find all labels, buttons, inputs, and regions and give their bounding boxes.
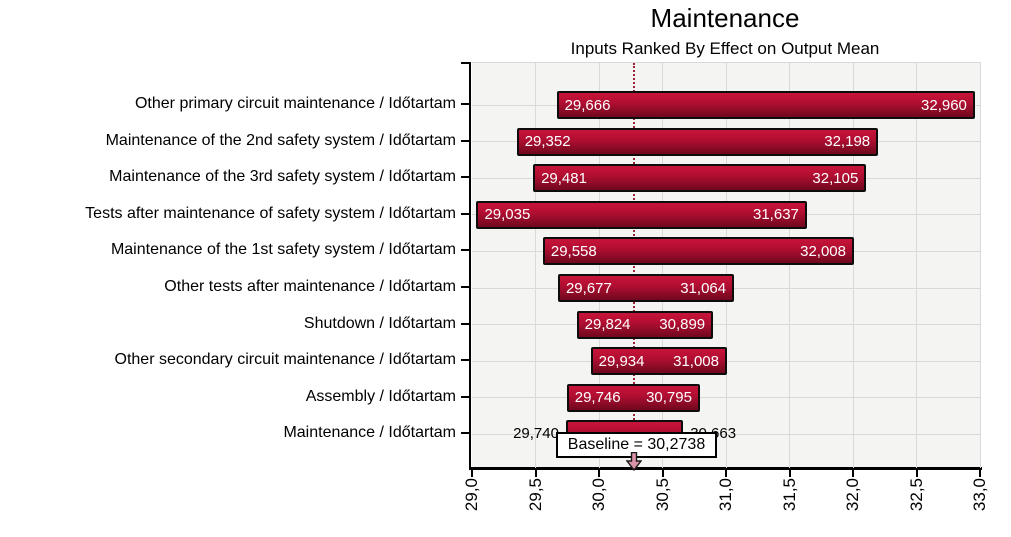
y-axis-tick	[461, 249, 469, 252]
x-axis-line	[469, 467, 982, 470]
bar-low-value: 29,824	[584, 316, 631, 334]
bar-high-value: 31,008	[673, 352, 719, 370]
x-axis-tick	[915, 470, 918, 477]
x-axis-tick	[725, 470, 727, 477]
y-axis-tick	[461, 359, 469, 362]
bar-high-value: 32,960	[921, 96, 967, 114]
tornado-bar: 29,677 31,064	[557, 274, 735, 302]
y-axis-tick	[461, 62, 469, 64]
bar-low-value: 29,481	[541, 169, 587, 187]
y-axis-line	[469, 62, 471, 470]
x-tick-label: 29,5	[525, 478, 545, 512]
bar-low-value: 29,677	[565, 279, 612, 297]
vertical-gridline	[725, 63, 727, 468]
x-tick-label: 31,0	[716, 478, 735, 512]
x-axis-tick	[661, 470, 664, 477]
bar-high-value: 30,899	[659, 316, 706, 334]
horizontal-gridline	[472, 324, 980, 326]
category-label: Maintenance of the 3rd safety system / I…	[109, 168, 456, 186]
baseline-arrow-icon	[626, 452, 642, 471]
x-axis-tick	[471, 470, 473, 477]
category-label: Assembly / Időtartam	[305, 387, 456, 405]
vertical-gridline	[789, 63, 790, 468]
bar-high-value: 31,064	[680, 279, 727, 297]
bar-high-value: 32,008	[800, 242, 846, 260]
y-axis-tick	[461, 286, 469, 288]
vertical-gridline	[535, 63, 536, 468]
tornado-bar: 29,666 32,960	[556, 91, 975, 119]
x-axis-tick	[979, 470, 981, 477]
bar-low-value: 29,746	[574, 389, 621, 407]
y-axis-tick	[461, 395, 469, 398]
category-label: Tests after maintenance of safety system…	[85, 204, 456, 222]
vertical-gridline	[598, 63, 600, 468]
category-label: Shutdown / Időtartam	[303, 314, 456, 332]
tornado-bar: 29,934 31,008	[590, 347, 727, 376]
category-label: Other primary circuit maintenance / Időt…	[134, 95, 456, 112]
category-label: Other secondary circuit maintenance / Id…	[114, 351, 457, 369]
bar-high-value: 31,637	[753, 206, 799, 224]
baseline-dotted-line	[632, 63, 635, 468]
chart-title: Maintenance	[650, 3, 800, 33]
category-label: Other tests after maintenance / Időtarta…	[164, 278, 456, 295]
bar-high-value: 32,105	[812, 169, 859, 187]
x-tick-label: 30,5	[652, 478, 672, 512]
vertical-gridline	[979, 63, 981, 468]
vertical-gridline	[916, 63, 917, 468]
plot-area: 29,666 32,960 29,352 32,198 29,481 32,105 29,0…	[472, 62, 981, 468]
x-tick-label: 31,5	[779, 478, 799, 512]
y-axis-tick	[461, 176, 469, 179]
category-label: Maintenance of the 2nd safety system / I…	[105, 131, 456, 149]
tornado-bar: 29,558 32,008	[542, 237, 854, 266]
y-axis-tick	[461, 103, 469, 105]
x-axis-tick	[852, 470, 854, 477]
bar-high-value: 30,795	[646, 389, 692, 407]
bar-low-value: 29,352	[524, 133, 571, 151]
horizontal-gridline	[472, 433, 980, 435]
bar-high-value: 32,198	[824, 133, 871, 151]
bar-low-value: 29,035	[484, 206, 531, 224]
chart-subtitle: Inputs Ranked By Effect on Output Mean	[570, 39, 880, 58]
y-axis-tick	[461, 432, 469, 435]
vertical-gridline	[662, 63, 663, 468]
y-axis-tick	[461, 212, 469, 215]
category-label: Maintenance / Időtartam	[283, 424, 456, 442]
bar-low-value: 29,558	[550, 242, 597, 260]
bar-low-value-outside: 29,740	[513, 425, 559, 443]
tornado-bar: 29,035 31,637	[476, 200, 807, 229]
tornado-bar: 29,481 32,105	[533, 164, 867, 193]
category-label: Maintenance of the 1st safety system / I…	[110, 241, 456, 259]
x-tick-label: 32,0	[843, 478, 862, 512]
tornado-bar: 29,352 32,198	[516, 127, 879, 156]
x-axis-tick	[788, 470, 791, 477]
x-tick-label: 32,5	[906, 478, 926, 512]
x-tick-label: 29,0	[462, 478, 481, 512]
x-axis-tick	[598, 470, 600, 477]
vertical-gridline	[852, 63, 854, 468]
horizontal-gridline	[472, 397, 980, 399]
y-axis-tick	[461, 322, 469, 325]
bar-low-value: 29,666	[564, 96, 611, 114]
x-axis-tick	[534, 470, 537, 477]
baseline-label: Baseline = 30,2738	[567, 436, 706, 453]
tornado-bar: 29,746 30,795	[566, 383, 700, 412]
bar-low-value: 29,934	[598, 352, 645, 370]
x-tick-label: 33,0	[970, 478, 989, 512]
tornado-bar: 29,824 30,899	[576, 310, 714, 339]
x-tick-label: 30,0	[589, 478, 608, 512]
y-axis-tick	[461, 139, 469, 142]
